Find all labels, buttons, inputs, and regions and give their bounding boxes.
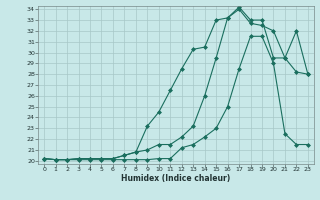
X-axis label: Humidex (Indice chaleur): Humidex (Indice chaleur) <box>121 174 231 183</box>
